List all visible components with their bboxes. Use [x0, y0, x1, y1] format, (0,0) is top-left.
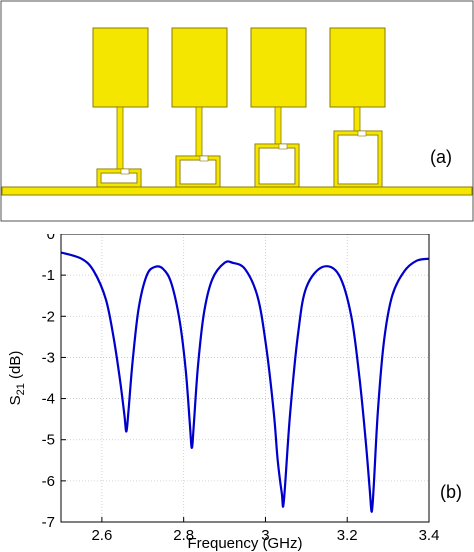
y-axis-label: S21 (dB) — [7, 351, 27, 406]
patch — [171, 27, 228, 108]
s21-curve — [60, 251, 430, 513]
loop-trace — [176, 156, 220, 188]
x-tick-label: 3.2 — [337, 527, 358, 544]
y-tick-label: -7 — [42, 514, 55, 531]
stem-line — [274, 106, 282, 149]
y-tick-label: 0 — [47, 234, 55, 243]
patch — [250, 27, 307, 108]
y-axis-label-sub: 21 — [15, 383, 27, 395]
layout-frame — [0, 0, 474, 222]
panel-label-a: (a) — [430, 147, 452, 167]
patch — [329, 27, 386, 108]
resonator — [92, 27, 149, 188]
loop-trace — [97, 169, 141, 187]
x-tick-label: 3 — [261, 527, 269, 544]
resonator-layout: (a) — [0, 0, 474, 222]
x-tick-label: 3.4 — [419, 527, 440, 544]
y-axis-label-main: S — [7, 395, 24, 405]
loop-gap — [199, 155, 209, 162]
loop-gap — [357, 130, 367, 137]
resonator-group — [92, 27, 386, 189]
s21-chart: 2.6 2.8 3 3.2 3.4 0 -1 -2 -3 -4 -5 -6 -7 Frequency … — [7, 234, 462, 552]
resonator — [329, 27, 386, 189]
feed-line — [1, 186, 473, 196]
y-tick-label: -4 — [42, 391, 55, 408]
y-tick-label: -6 — [42, 473, 55, 490]
resonator — [171, 27, 228, 189]
patch — [92, 27, 149, 108]
x-tick-label: 2.6 — [91, 527, 112, 544]
y-tick-label: -5 — [42, 432, 55, 449]
x-tick-labels: 2.6 2.8 3 3.2 3.4 — [91, 527, 439, 544]
y-tick-label: -2 — [42, 308, 55, 325]
y-tick-label: -3 — [42, 349, 55, 366]
plot-frame — [60, 234, 430, 523]
y-tick-labels: 0 -1 -2 -3 -4 -5 -6 -7 — [42, 234, 55, 531]
y-axis-label-unit: (dB) — [7, 351, 24, 384]
stem-line — [195, 106, 203, 161]
loop-gap — [278, 143, 288, 150]
resonator — [250, 27, 307, 189]
loop-trace — [255, 144, 299, 188]
stem-line — [116, 106, 124, 174]
y-tick-label: -1 — [42, 267, 55, 284]
x-tick-label: 2.8 — [173, 527, 194, 544]
loop-gap — [120, 168, 130, 175]
panel-label-b: (b) — [440, 482, 462, 502]
x-axis-label: Frequency (GHz) — [187, 535, 302, 552]
